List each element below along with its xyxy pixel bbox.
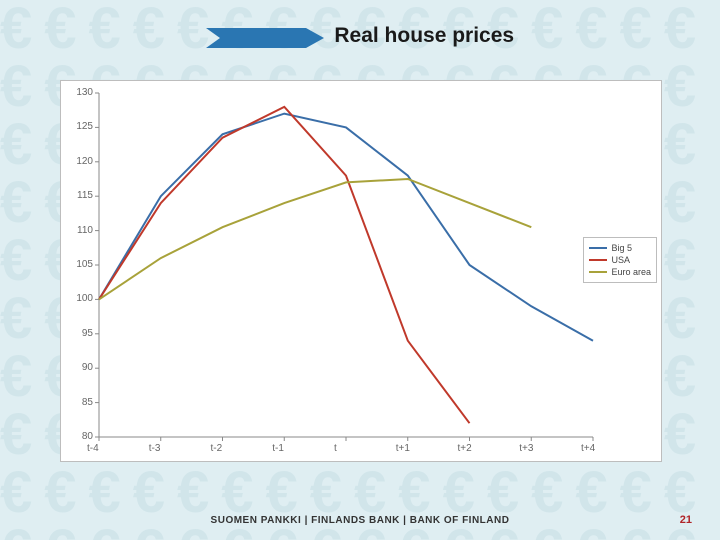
page-title: Real house prices [334, 24, 514, 48]
series-line [99, 179, 531, 299]
x-tick-label: t-2 [211, 443, 223, 454]
y-tick-label: 105 [76, 259, 93, 270]
y-tick-label: 110 [77, 225, 93, 236]
legend-swatch [589, 259, 607, 261]
y-tick-label: 85 [82, 397, 93, 408]
legend-label: Euro area [611, 267, 651, 277]
y-tick-label: 120 [76, 156, 93, 167]
x-tick-label: t-3 [149, 443, 161, 454]
legend-item: Euro area [589, 267, 651, 277]
legend: Big 5 USA Euro area [583, 237, 657, 283]
series-line [99, 114, 593, 341]
y-tick-label: 80 [82, 431, 93, 442]
slide: €€€€€€€€€€€€€€€€€€€€€€€€€€€€€€€€€€€€€€€€… [0, 0, 720, 540]
legend-item: Big 5 [589, 243, 651, 253]
legend-label: Big 5 [611, 243, 632, 253]
title-block: Real house prices [0, 24, 720, 52]
x-tick-label: t+4 [581, 443, 595, 454]
page-number: 21 [680, 514, 692, 526]
line-chart [61, 81, 661, 461]
x-tick-label: t+1 [396, 443, 410, 454]
y-tick-label: 125 [76, 121, 93, 132]
x-tick-label: t [334, 443, 337, 454]
x-tick-label: t+2 [458, 443, 472, 454]
y-tick-label: 115 [77, 190, 93, 201]
footer-text: SUOMEN PANKKI | FINLANDS BANK | BANK OF … [0, 515, 720, 526]
legend-swatch [589, 247, 607, 249]
y-tick-label: 90 [82, 362, 93, 373]
legend-swatch [589, 271, 607, 273]
x-tick-label: t-1 [272, 443, 284, 454]
chart-container: 80 85 90 95 100 105 110 115 120 125 130 t-4 t-3 t-2 t… [60, 80, 662, 462]
x-tick-label: t+3 [519, 443, 533, 454]
legend-item: USA [589, 255, 651, 265]
y-tick-label: 130 [76, 87, 93, 98]
y-tick-label: 100 [76, 293, 93, 304]
x-tick-label: t-4 [87, 443, 99, 454]
arrow-icon [206, 24, 336, 52]
y-tick-label: 95 [82, 328, 93, 339]
series-line [99, 107, 470, 423]
legend-label: USA [611, 255, 630, 265]
